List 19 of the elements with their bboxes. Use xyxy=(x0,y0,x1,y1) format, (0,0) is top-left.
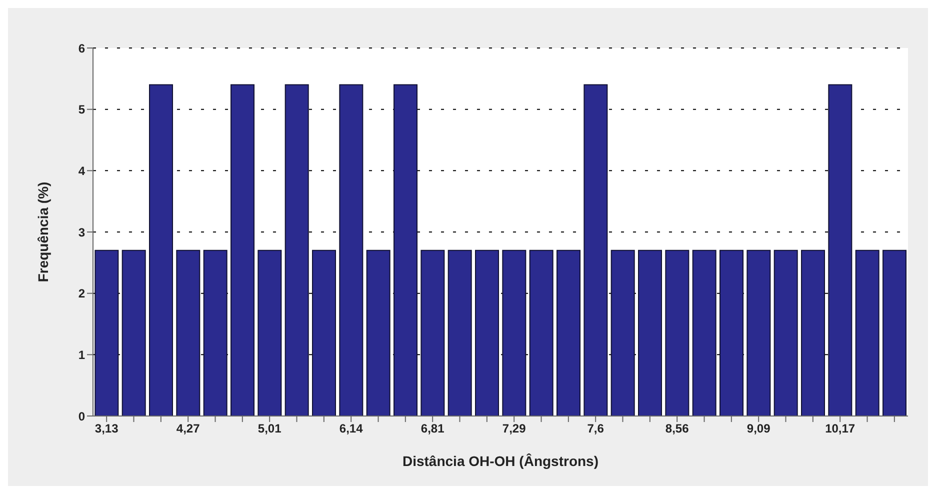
x-tick-label: 8,56 xyxy=(665,422,690,436)
x-tick-label: 6,14 xyxy=(339,422,364,436)
y-tick-label: 0 xyxy=(78,409,86,424)
y-tick-label: 1 xyxy=(78,348,86,362)
x-tick-label: 7,6 xyxy=(587,422,604,436)
x-tick-label: 9,09 xyxy=(746,422,771,436)
x-tick-label: 7,29 xyxy=(502,422,526,436)
x-tick-label: 5,01 xyxy=(258,422,282,436)
y-tick-label: 2 xyxy=(78,286,86,301)
x-tick-label: 4,27 xyxy=(176,422,200,436)
x-axis-title: Distância OH-OH (Ângstrons) xyxy=(402,453,599,469)
y-tick-label: 6 xyxy=(78,41,86,56)
x-tick-label: 6,81 xyxy=(420,422,445,436)
y-tick-label: 5 xyxy=(78,102,86,117)
y-tick-label: 4 xyxy=(78,164,86,178)
x-tick-label: 3,13 xyxy=(94,422,119,436)
y-axis-title: Frequência (%) xyxy=(34,182,51,282)
x-tick-label: 10,17 xyxy=(825,422,856,436)
y-tick-label: 3 xyxy=(78,225,86,240)
